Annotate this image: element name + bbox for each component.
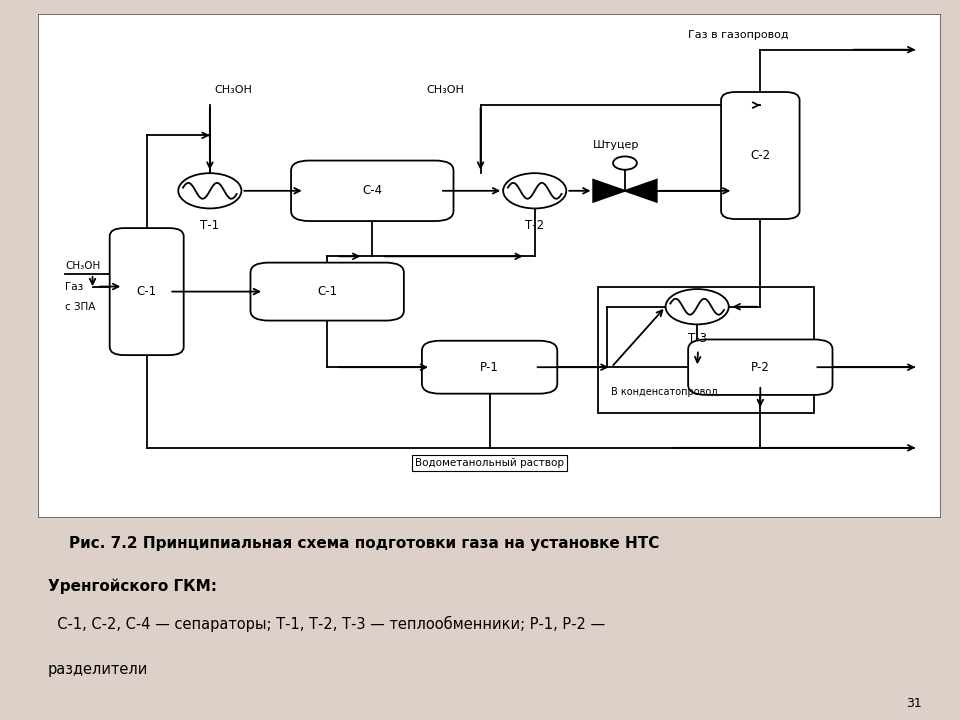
Text: С-1: С-1	[136, 285, 156, 298]
Text: Газ: Газ	[65, 282, 84, 292]
Text: СН₃ОН: СН₃ОН	[65, 261, 101, 271]
FancyBboxPatch shape	[251, 263, 404, 320]
Circle shape	[613, 156, 636, 170]
Text: Газ в газопровод: Газ в газопровод	[688, 30, 789, 40]
Polygon shape	[625, 180, 657, 202]
FancyBboxPatch shape	[688, 340, 832, 395]
FancyBboxPatch shape	[109, 228, 183, 355]
FancyBboxPatch shape	[721, 92, 800, 219]
Text: Т-3: Т-3	[687, 332, 707, 345]
Polygon shape	[593, 180, 625, 202]
Text: В конденсатопровод: В конденсатопровод	[612, 387, 718, 397]
Text: С-4: С-4	[362, 184, 382, 197]
Text: С-2: С-2	[751, 149, 770, 162]
Text: Штуцер: Штуцер	[592, 140, 639, 150]
Text: С-1, С-2, С-4 — сепараторы; Т-1, Т-2, Т-3 — теплообменники; Р-1, Р-2 —: С-1, С-2, С-4 — сепараторы; Т-1, Т-2, Т-…	[48, 616, 605, 631]
Text: 31: 31	[906, 696, 922, 710]
Text: Т-1: Т-1	[201, 219, 220, 232]
Text: Р-1: Р-1	[480, 361, 499, 374]
Text: разделители: разделители	[48, 662, 149, 677]
Text: Водометанольный раствор: Водометанольный раствор	[415, 458, 564, 468]
FancyBboxPatch shape	[421, 341, 557, 394]
Circle shape	[179, 173, 242, 209]
FancyBboxPatch shape	[291, 161, 453, 221]
Text: с ЗПА: с ЗПА	[65, 302, 96, 312]
Circle shape	[503, 173, 566, 209]
Text: Уренгойского ГКМ:: Уренгойского ГКМ:	[48, 578, 217, 593]
Text: CH₃OH: CH₃OH	[214, 85, 252, 95]
Text: Рис. 7.2 Принципиальная схема подготовки газа на установке НТС: Рис. 7.2 Принципиальная схема подготовки…	[48, 536, 660, 552]
Circle shape	[665, 289, 729, 324]
Text: Т-2: Т-2	[525, 219, 544, 232]
Bar	[598, 287, 814, 413]
Text: CH₃OH: CH₃OH	[426, 85, 465, 95]
Text: С-1: С-1	[317, 285, 337, 298]
Text: Р-2: Р-2	[751, 361, 770, 374]
